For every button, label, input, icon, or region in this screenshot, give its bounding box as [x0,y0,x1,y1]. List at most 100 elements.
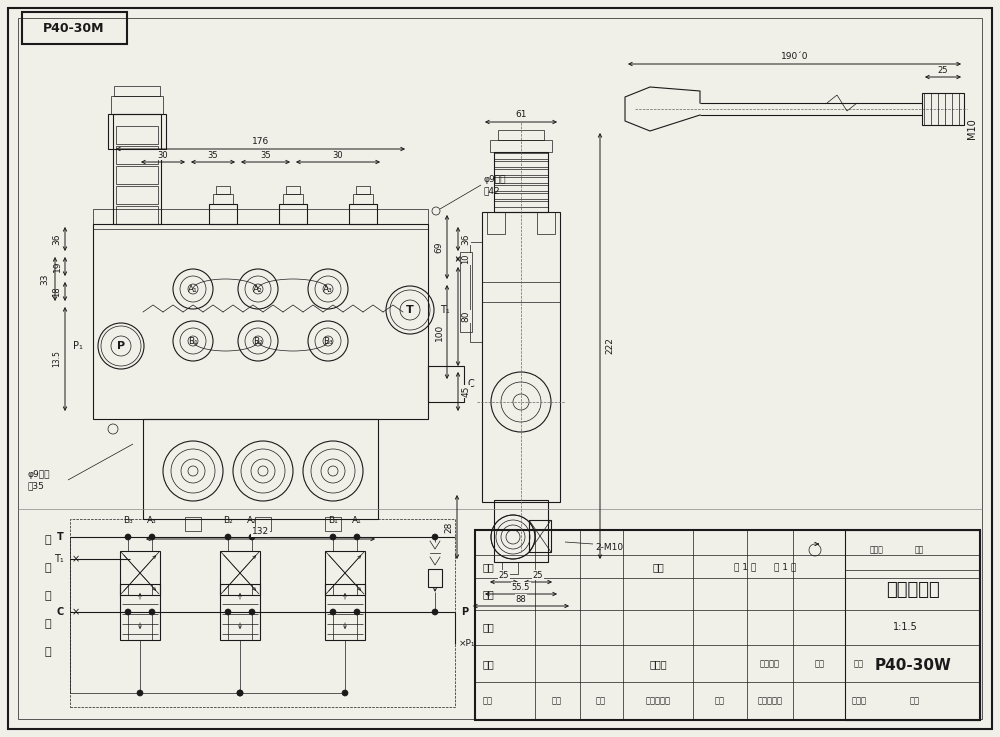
Bar [113,114,161,224]
Text: 设计: 设计 [483,659,495,669]
Text: B₁: B₁ [188,337,198,346]
Text: 标记: 标记 [483,696,493,705]
Bar [283,194,303,204]
Text: φ9通孔: φ9通孔 [28,469,50,478]
Bar [143,419,378,519]
Text: 45: 45 [462,385,471,397]
Bar [494,201,548,207]
Bar [349,204,377,224]
Bar [116,206,158,224]
Circle shape [149,609,155,615]
Circle shape [125,534,131,540]
Text: 理: 理 [45,619,51,629]
Bar [116,186,158,204]
Bar [22,12,127,44]
Text: A₂: A₂ [247,516,257,525]
Bar [116,126,158,144]
Bar [255,517,271,531]
Bar [120,551,160,595]
Text: 比例: 比例 [854,660,864,668]
Bar [845,530,980,720]
Text: 25: 25 [499,570,509,579]
Bar [325,551,365,595]
Bar [120,584,160,640]
Bar [325,517,341,531]
Circle shape [125,609,131,615]
Bar [108,114,166,149]
Bar [70,519,455,707]
Bar [114,86,160,96]
Text: 阶段标记: 阶段标记 [760,660,780,668]
Bar [475,530,980,720]
Bar [116,166,158,184]
Text: M10: M10 [967,119,977,139]
Circle shape [137,690,143,696]
Text: φ9通孔: φ9通孔 [483,175,506,184]
Text: P: P [117,341,125,351]
Bar [325,584,365,640]
Text: C: C [468,379,475,389]
Text: 重量: 重量 [815,660,825,668]
Bar [116,146,158,164]
Text: T₁: T₁ [440,305,450,315]
Bar [185,517,201,531]
Text: 2-M10: 2-M10 [595,542,623,551]
Bar [428,366,464,402]
Text: 版本号: 版本号 [870,545,884,554]
Text: T: T [406,305,414,315]
Circle shape [432,609,438,615]
Bar [529,520,551,552]
Text: 176: 176 [252,136,269,145]
Circle shape [249,534,255,540]
Text: P40-30M: P40-30M [43,21,105,35]
Bar [220,551,260,595]
Text: ×: × [72,607,80,617]
Text: 36: 36 [462,233,471,245]
Text: 88: 88 [516,595,526,604]
Bar [93,224,428,419]
Text: 28: 28 [444,521,454,533]
Text: A₂: A₂ [253,284,263,293]
Bar [537,212,555,234]
Text: 签名: 签名 [715,696,725,705]
Bar [220,584,260,640]
Text: 30: 30 [158,150,168,159]
Circle shape [249,609,255,615]
Text: 批准: 批准 [652,562,664,572]
Circle shape [432,534,438,540]
Bar [494,177,548,183]
Circle shape [342,690,348,696]
Text: 35: 35 [208,150,218,159]
Text: 工艺: 工艺 [483,562,495,572]
Text: 80: 80 [462,311,471,322]
Text: 审批: 审批 [483,589,495,599]
Circle shape [237,690,243,696]
Bar [286,186,300,194]
Text: 图: 图 [45,647,51,657]
Circle shape [330,534,336,540]
Bar [460,252,472,332]
Bar [498,130,544,140]
Bar [470,242,482,342]
Bar [356,186,370,194]
Bar [494,153,548,159]
Bar [209,204,237,224]
Circle shape [237,690,243,696]
Text: A₁: A₁ [188,284,198,293]
Bar [93,209,428,229]
Text: 校对: 校对 [483,622,495,632]
Text: A₃: A₃ [147,516,157,525]
Text: 高35: 高35 [28,481,45,491]
Text: P40-30W: P40-30W [875,657,951,672]
Bar [494,500,548,562]
Text: 类型: 类型 [915,545,924,554]
Text: 三联多路阀: 三联多路阀 [886,581,940,599]
Circle shape [225,534,231,540]
Text: B₁: B₁ [328,516,338,525]
Bar [494,185,548,191]
Text: 分区: 分区 [596,696,606,705]
Bar [279,204,307,224]
Bar [487,212,505,234]
Text: A₃: A₃ [323,284,333,293]
Text: 数量: 数量 [552,696,562,705]
